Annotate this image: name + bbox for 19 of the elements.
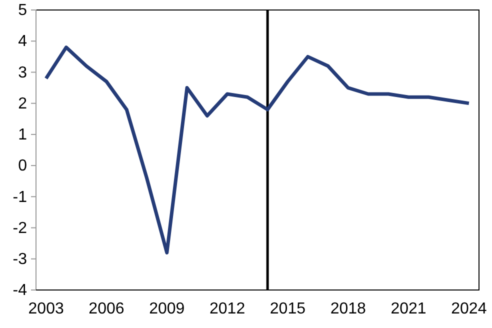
y-tick-label: -1 — [12, 188, 28, 206]
y-tick-label: 5 — [18, 2, 28, 20]
x-tick-label: 2009 — [149, 300, 185, 318]
x-tick-label: 2024 — [451, 300, 487, 318]
y-tick-label: -2 — [12, 220, 28, 237]
y-tick-label: 0 — [18, 158, 28, 175]
x-tick-label: 2015 — [270, 300, 306, 318]
x-tick-label: 2006 — [88, 300, 124, 318]
y-tick-label: 3 — [18, 64, 28, 82]
y-tick-label: 2 — [18, 95, 28, 112]
y-tick-label: 4 — [18, 33, 28, 50]
x-tick-label: 2021 — [390, 300, 426, 318]
x-tick-label: 2012 — [210, 300, 246, 318]
y-tick-label: -4 — [12, 282, 28, 300]
x-tick-label: 2018 — [330, 300, 366, 318]
y-tick-label: 1 — [18, 126, 28, 144]
y-tick-label: -3 — [12, 251, 28, 268]
x-tick-label: 2003 — [28, 300, 64, 318]
line-series — [44, 46, 471, 254]
